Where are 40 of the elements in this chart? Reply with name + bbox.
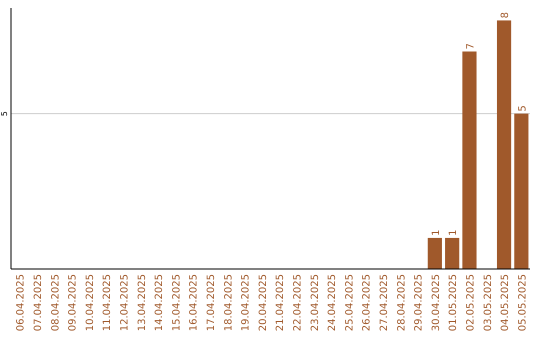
x-tick-label: 29.04.2025: [414, 274, 425, 332]
data-label: 7: [465, 43, 476, 50]
x-tick-label: 03.05.2025: [482, 274, 494, 332]
x-tick-label: 22.04.2025: [292, 274, 304, 332]
data-label: 5: [517, 105, 528, 112]
bar: [462, 52, 477, 269]
x-tick-label: 24.04.2025: [327, 274, 338, 332]
x-tick-label: 01.05.2025: [448, 274, 460, 332]
x-tick-label: 16.04.2025: [188, 274, 200, 332]
x-tick-label: 21.04.2025: [275, 274, 286, 332]
x-tick-label: 28.04.2025: [396, 274, 408, 332]
x-tick-label: 12.04.2025: [119, 274, 130, 332]
x-tick-label: 23.04.2025: [310, 274, 321, 332]
x-tick-label: 13.04.2025: [136, 274, 148, 332]
data-label: 1: [430, 230, 442, 236]
x-tick-label: 14.04.2025: [154, 274, 166, 332]
x-tick-label: 18.04.2025: [223, 274, 234, 332]
x-tick-label: 06.04.2025: [16, 274, 27, 332]
x-tick-label: 20.04.2025: [258, 274, 269, 332]
x-tick-label: 30.04.2025: [430, 274, 442, 332]
bar: [428, 238, 442, 269]
x-tick-label: 08.04.2025: [50, 274, 62, 332]
x-tick-label: 02.05.2025: [465, 274, 476, 332]
x-tick-label: 09.04.2025: [68, 274, 79, 332]
x-tick-label: 07.04.2025: [32, 274, 44, 332]
x-tick-label: 17.04.2025: [206, 274, 217, 332]
bar: [445, 238, 460, 269]
data-label: 1: [448, 230, 460, 236]
x-tick-label: 25.04.2025: [344, 274, 356, 332]
x-tick-label: 04.05.2025: [500, 274, 512, 332]
data-label: 8: [500, 12, 512, 18]
x-tick-label: 15.04.2025: [171, 274, 182, 332]
x-tick-label: 19.04.2025: [240, 274, 252, 332]
x-tick-label: 26.04.2025: [362, 274, 373, 332]
x-tick-label: 11.04.2025: [102, 274, 114, 332]
x-tick-label: 05.05.2025: [517, 274, 528, 332]
x-tick-label: 10.04.2025: [84, 274, 96, 332]
bar: [514, 114, 528, 269]
x-tick-label: 27.04.2025: [378, 274, 390, 332]
bar: [496, 20, 512, 269]
